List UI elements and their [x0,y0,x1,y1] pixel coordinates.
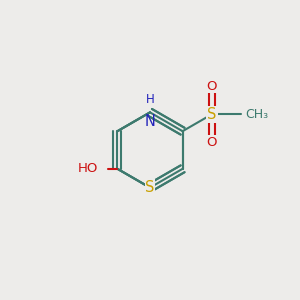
Text: N: N [145,114,155,129]
Text: O: O [207,80,217,92]
Text: HO: HO [77,162,98,175]
Text: O: O [207,136,217,149]
Text: S: S [207,107,217,122]
Text: S: S [145,180,155,195]
Text: H: H [146,94,154,106]
Text: CH₃: CH₃ [245,108,268,121]
